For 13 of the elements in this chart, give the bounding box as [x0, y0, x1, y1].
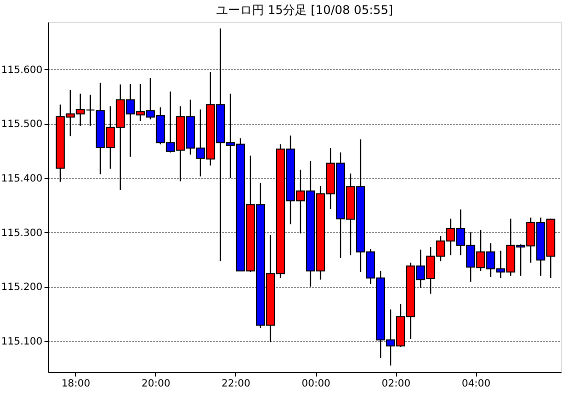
x-tick-label: 20:00: [141, 378, 170, 390]
x-tick-label: 00:00: [302, 378, 330, 390]
x-tick-label: 18:00: [61, 378, 90, 390]
x-tick-label: 02:00: [382, 378, 410, 390]
y-tick-label: 115.100: [1, 336, 42, 348]
y-tick-label: 115.300: [1, 228, 42, 239]
x-tick-label: 04:00: [462, 378, 491, 390]
x-tick-label: 22:00: [222, 378, 250, 390]
y-tick-label: 115.200: [1, 282, 42, 294]
y-tick-label: 115.500: [1, 119, 42, 130]
y-tick-label: 115.600: [1, 64, 42, 76]
y-tick-label: 115.400: [1, 173, 42, 184]
chart-title: ユーロ円 15分足 [10/08 05:55]: [216, 3, 394, 17]
